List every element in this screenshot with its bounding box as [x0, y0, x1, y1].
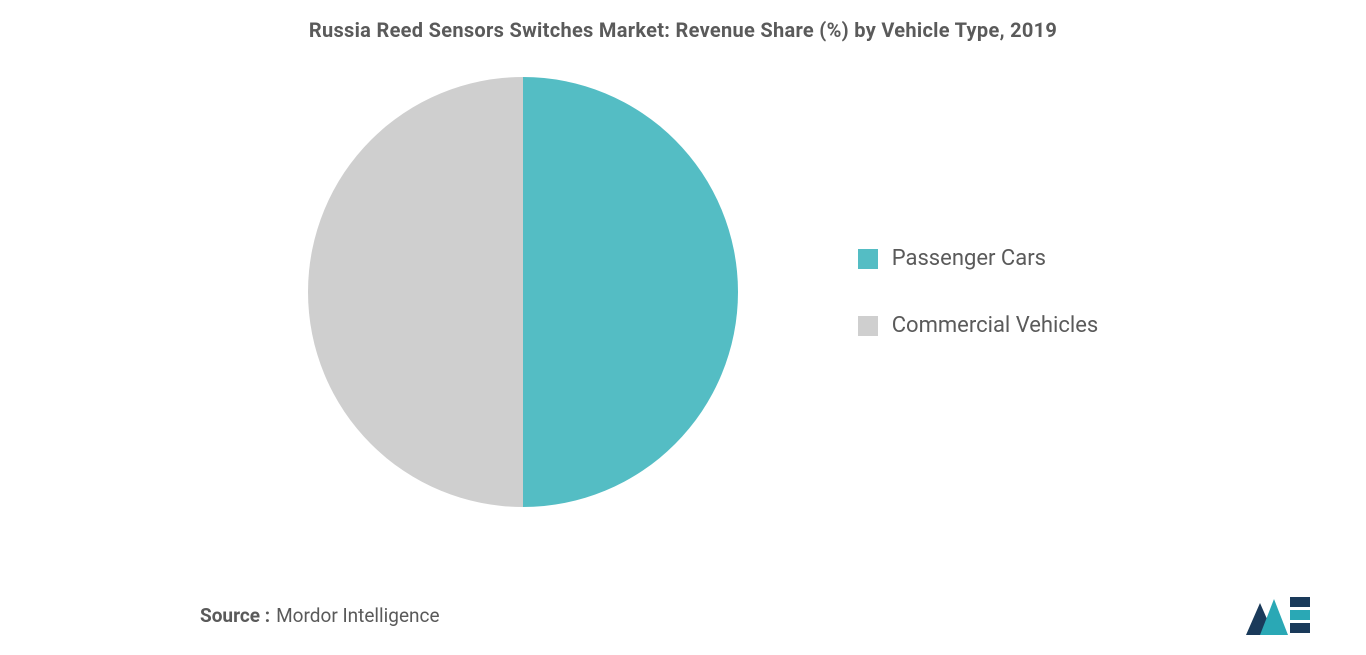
legend-swatch [858, 316, 878, 336]
pie-svg [308, 77, 738, 507]
legend-label: Passenger Cars [892, 246, 1046, 271]
legend-label: Commercial Vehicles [892, 313, 1099, 338]
source-footer: Source : Mordor Intelligence [200, 604, 440, 627]
pie-chart [308, 77, 738, 507]
chart-title: Russia Reed Sensors Switches Market: Rev… [0, 0, 1366, 42]
legend-item: Commercial Vehicles [858, 313, 1099, 338]
pie-slice [308, 77, 523, 507]
source-value: Mordor Intelligence [276, 604, 439, 627]
legend-swatch [858, 249, 878, 269]
source-label: Source : [200, 604, 270, 627]
legend-item: Passenger Cars [858, 246, 1099, 271]
mordor-logo-icon [1246, 593, 1310, 635]
legend: Passenger Cars Commercial Vehicles [858, 246, 1099, 338]
chart-row: Passenger Cars Commercial Vehicles [0, 77, 1366, 507]
pie-slice [523, 77, 738, 507]
